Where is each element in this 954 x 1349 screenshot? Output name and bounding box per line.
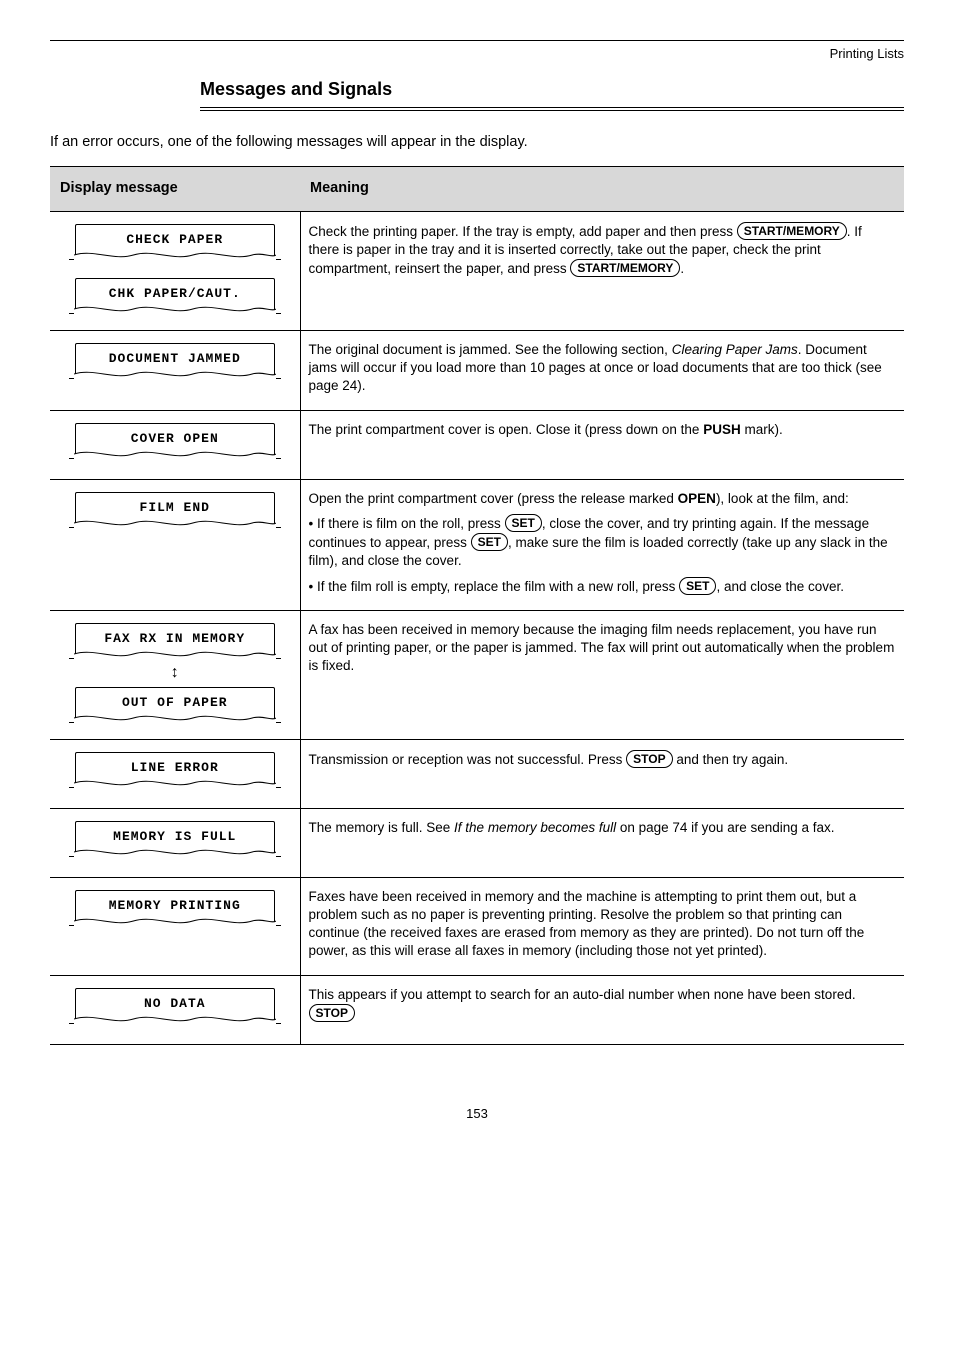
lcd-text: MEMORY IS FULL — [113, 829, 236, 844]
table-row: FAX RX IN MEMORY ↕ OUT OF PAPER A fax has b… — [50, 610, 904, 739]
lcd-text: FILM END — [140, 500, 210, 515]
set-button: SET — [505, 514, 542, 532]
meaning-text: A fax has been received in memory becaus… — [309, 621, 897, 676]
display-cell: FAX RX IN MEMORY ↕ OUT OF PAPER — [50, 610, 300, 739]
set-button: SET — [471, 533, 508, 551]
stop-button: STOP — [626, 750, 672, 768]
meaning-cell: The original document is jammed. See the… — [300, 330, 904, 410]
lcd-display: FAX RX IN MEMORY — [75, 623, 275, 659]
meaning-text: The original document is jammed. See the… — [309, 341, 897, 396]
meaning-cell: This appears if you attempt to search fo… — [300, 975, 904, 1044]
table-row: CHECK PAPER CHK PAPER/CAUT. Check the prin… — [50, 211, 904, 330]
meaning-cell: A fax has been received in memory becaus… — [300, 610, 904, 739]
meaning-text: The memory is full. See If the memory be… — [309, 819, 897, 837]
lcd-text: MEMORY PRINTING — [109, 898, 241, 913]
col-header-meaning: Meaning — [300, 167, 904, 212]
section-double-rule — [200, 107, 904, 111]
lcd-text: CHECK PAPER — [126, 232, 223, 247]
meaning-cell: Check the printing paper. If the tray is… — [300, 211, 904, 330]
stop-button: STOP — [309, 1004, 355, 1022]
display-cell: NO DATA — [50, 975, 300, 1044]
table-row: MEMORY PRINTING Faxes have been received … — [50, 877, 904, 975]
lcd-display: MEMORY IS FULL — [75, 821, 275, 857]
lcd-display: LINE ERROR — [75, 752, 275, 788]
lcd-text: COVER OPEN — [131, 431, 219, 446]
lcd-display: DOCUMENT JAMMED — [75, 343, 275, 379]
meaning-cell: Open the print compartment cover (press … — [300, 479, 904, 610]
lcd-display: FILM END — [75, 492, 275, 528]
lcd-display: COVER OPEN — [75, 423, 275, 459]
lcd-text: OUT OF PAPER — [122, 695, 228, 710]
set-button: SET — [679, 577, 716, 595]
meaning-cell: Transmission or reception was not succes… — [300, 739, 904, 808]
lcd-display: CHK PAPER/CAUT. — [75, 278, 275, 314]
alternates-icon: ↕ — [58, 665, 292, 681]
table-row: COVER OPEN The print compartment cover is… — [50, 410, 904, 479]
meaning-text: • If there is film on the roll, press SE… — [309, 514, 897, 571]
lcd-text: FAX RX IN MEMORY — [104, 631, 245, 646]
start-memory-button: START/MEMORY — [737, 222, 847, 240]
page: Printing Lists Messages and Signals If a… — [0, 0, 954, 1162]
table-row: FILM END Open the print compartment cover… — [50, 479, 904, 610]
meaning-cell: The print compartment cover is open. Clo… — [300, 410, 904, 479]
meaning-text: The print compartment cover is open. Clo… — [309, 421, 897, 439]
lcd-text: CHK PAPER/CAUT. — [109, 286, 241, 301]
display-cell: LINE ERROR — [50, 739, 300, 808]
lcd-display: NO DATA — [75, 988, 275, 1024]
display-cell: COVER OPEN — [50, 410, 300, 479]
lcd-text: NO DATA — [144, 996, 206, 1011]
col-header-display: Display message — [50, 167, 300, 212]
meaning-text: This appears if you attempt to search fo… — [309, 986, 897, 1023]
messages-tbody: CHECK PAPER CHK PAPER/CAUT. Check the prin… — [50, 211, 904, 1044]
meaning-text: Open the print compartment cover (press … — [309, 490, 897, 508]
table-row: LINE ERROR Transmission or reception was … — [50, 739, 904, 808]
running-head: Printing Lists — [50, 45, 904, 63]
lcd-display: CHECK PAPER — [75, 224, 275, 260]
start-memory-button: START/MEMORY — [570, 259, 680, 277]
display-cell: MEMORY IS FULL — [50, 808, 300, 877]
meaning-text: • If the film roll is empty, replace the… — [309, 577, 897, 596]
messages-table: Display message Meaning CHECK PAPER CHK P… — [50, 166, 904, 1044]
intro-text: If an error occurs, one of the following… — [50, 133, 904, 153]
meaning-text: Transmission or reception was not succes… — [309, 750, 897, 769]
header-rule — [50, 40, 904, 41]
display-cell: DOCUMENT JAMMED — [50, 330, 300, 410]
meaning-text: Faxes have been received in memory and t… — [309, 888, 897, 961]
lcd-display: MEMORY PRINTING — [75, 890, 275, 926]
section-title: Messages and Signals — [200, 77, 904, 101]
table-row: MEMORY IS FULL The memory is full. See If… — [50, 808, 904, 877]
lcd-display: OUT OF PAPER — [75, 687, 275, 723]
table-row: DOCUMENT JAMMED The original document is … — [50, 330, 904, 410]
display-cell: CHECK PAPER CHK PAPER/CAUT. — [50, 211, 300, 330]
lcd-text: DOCUMENT JAMMED — [109, 351, 241, 366]
display-cell: MEMORY PRINTING — [50, 877, 300, 975]
meaning-cell: Faxes have been received in memory and t… — [300, 877, 904, 975]
display-cell: FILM END — [50, 479, 300, 610]
page-number: 153 — [50, 1105, 904, 1123]
meaning-cell: The memory is full. See If the memory be… — [300, 808, 904, 877]
lcd-text: LINE ERROR — [131, 760, 219, 775]
meaning-text: Check the printing paper. If the tray is… — [309, 222, 897, 279]
table-row: NO DATA This appears if you attempt to se… — [50, 975, 904, 1044]
